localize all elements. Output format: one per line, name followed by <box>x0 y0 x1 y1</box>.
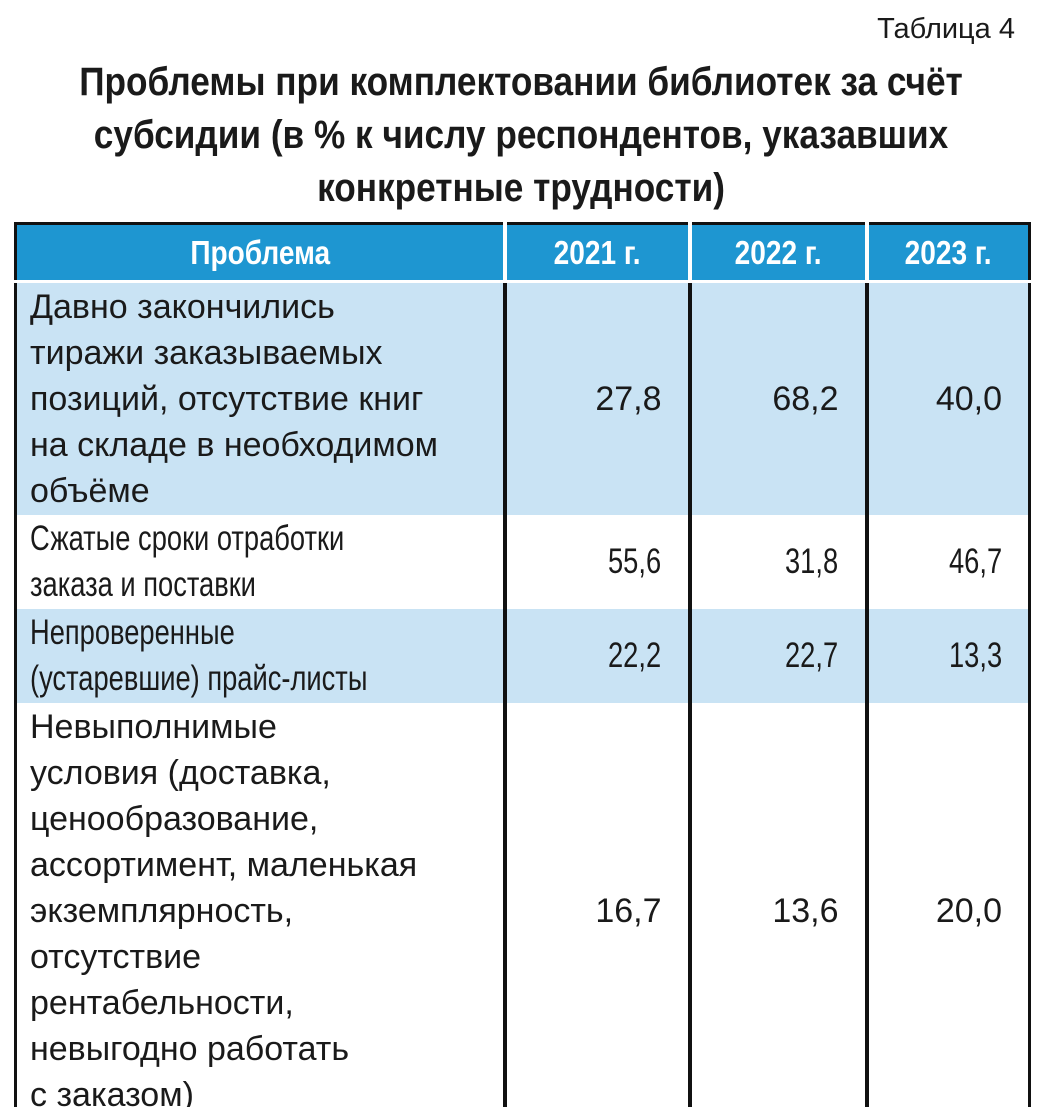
value-cell-2021: 16,7 <box>502 703 690 1107</box>
table-title-text: Проблемы при комплектовании библиотек за… <box>79 60 963 210</box>
table-row: Непроверенные (устаревшие) прайс-листы 2… <box>15 609 1030 703</box>
header-row: Проблема 2021 г. 2022 г. 2023 г. <box>15 223 1030 283</box>
value-cell-2021: 55,6 <box>502 515 690 609</box>
problem-cell: Давно закончились тиражи заказываемых по… <box>15 281 505 515</box>
table-row: Невыполнимые условия (доставка, ценообра… <box>15 703 1030 1107</box>
table-row: Сжатые сроки отработки заказа и поставки… <box>15 515 1030 609</box>
problem-cell: Сжатые сроки отработки заказа и поставки <box>15 515 505 609</box>
table-caption: Таблица 4 <box>877 13 1015 45</box>
value-cell-2021: 27,8 <box>502 281 690 515</box>
value-cell-2023: 20,0 <box>864 703 1030 1107</box>
column-header-2022: 2022 г. <box>687 223 867 283</box>
value-cell-2023: 46,7 <box>864 515 1030 609</box>
problems-table: Проблема 2021 г. 2022 г. 2023 г. Давно з… <box>14 222 1031 1107</box>
table-row: Давно закончились тиражи заказываемых по… <box>15 281 1030 515</box>
value-cell-2021: 22,2 <box>502 609 690 703</box>
column-header-2023: 2023 г. <box>864 223 1030 283</box>
column-header-2021: 2021 г. <box>502 223 690 283</box>
value-cell-2022: 31,8 <box>687 515 867 609</box>
value-cell-2023: 40,0 <box>864 281 1030 515</box>
value-cell-2022: 68,2 <box>687 281 867 515</box>
table-title: Проблемы при комплектовании библиотек за… <box>0 56 1042 215</box>
column-header-problem: Проблема <box>15 223 505 283</box>
problem-cell: Непроверенные (устаревшие) прайс-листы <box>15 609 505 703</box>
value-cell-2022: 13,6 <box>687 703 867 1107</box>
problem-cell: Невыполнимые условия (доставка, ценообра… <box>15 703 505 1107</box>
table-header: Проблема 2021 г. 2022 г. 2023 г. <box>15 223 1030 283</box>
value-cell-2022: 22,7 <box>687 609 867 703</box>
value-cell-2023: 13,3 <box>864 609 1030 703</box>
